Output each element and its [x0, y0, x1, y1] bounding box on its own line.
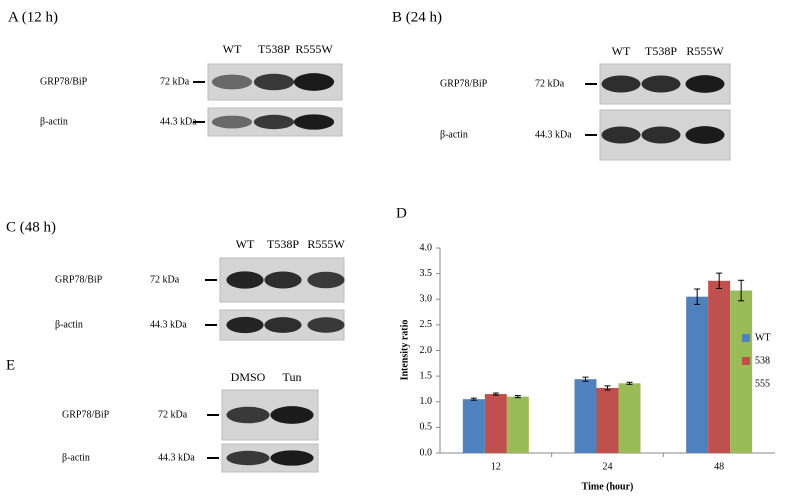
- bar: [730, 290, 753, 453]
- band: [211, 74, 253, 90]
- marker-label: 72 kDa: [535, 78, 565, 89]
- error-bar: [738, 279, 745, 302]
- protein-label: GRP78/BiP: [55, 274, 103, 285]
- error-bar: [492, 392, 499, 396]
- lane-label: R555W: [686, 44, 724, 58]
- protein-label: β-actin: [40, 116, 68, 127]
- legend-swatch: [742, 357, 750, 365]
- y-tick-label: 4.0: [420, 242, 433, 253]
- band: [293, 114, 335, 130]
- band: [293, 73, 335, 91]
- protein-label: β-actin: [55, 319, 83, 330]
- lane-label: WT: [236, 237, 255, 251]
- panel-label: E: [6, 357, 15, 373]
- legend-swatch: [742, 334, 750, 342]
- bar: [686, 296, 709, 453]
- marker-label: 44.3 kDa: [160, 116, 197, 127]
- x-axis-label: Time (hour): [582, 481, 634, 492]
- bar: [708, 280, 731, 453]
- band: [226, 316, 264, 334]
- marker-label: 72 kDa: [160, 76, 190, 87]
- legend-swatch: [742, 380, 750, 388]
- band: [307, 271, 345, 289]
- band: [270, 406, 314, 424]
- protein-label: β-actin: [62, 452, 90, 463]
- protein-label: β-actin: [440, 129, 468, 140]
- band: [226, 271, 264, 289]
- x-tick-label: 12: [491, 461, 501, 472]
- x-tick-label: 48: [714, 461, 724, 472]
- band: [307, 317, 345, 333]
- y-tick-label: 1.0: [420, 396, 433, 407]
- lane-label: WT: [223, 42, 242, 56]
- band: [685, 75, 725, 93]
- band: [641, 75, 681, 93]
- lane-label: T538P: [267, 237, 299, 251]
- lane-label: R555W: [307, 237, 345, 251]
- error-bar: [514, 395, 521, 399]
- legend-label: 555: [755, 378, 770, 389]
- marker-label: 44.3 kDa: [150, 319, 187, 330]
- bar: [484, 394, 507, 453]
- x-tick-label: 24: [603, 461, 613, 472]
- band: [253, 114, 295, 130]
- bar: [574, 379, 597, 453]
- lane-label: T538P: [258, 42, 290, 56]
- bar: [596, 387, 619, 453]
- protein-label: GRP78/BiP: [440, 78, 488, 89]
- panel-label: C (48 h): [6, 219, 56, 235]
- band: [270, 450, 314, 466]
- band: [211, 115, 253, 129]
- protein-label: GRP78/BiP: [40, 76, 88, 87]
- panel-label: D: [396, 205, 407, 221]
- bar: [462, 399, 485, 453]
- error-bar: [604, 385, 611, 391]
- y-tick-label: 0.5: [420, 422, 433, 433]
- band: [253, 73, 295, 91]
- lane-label: T538P: [645, 44, 677, 58]
- marker-label: 72 kDa: [150, 274, 180, 285]
- y-tick-label: 2.0: [420, 345, 433, 356]
- error-bar: [626, 381, 633, 385]
- band: [226, 406, 270, 424]
- panel-label: A (12 h): [8, 9, 58, 25]
- lane-label: R555W: [295, 42, 333, 56]
- error-bar: [470, 397, 477, 401]
- band: [264, 271, 302, 289]
- band: [264, 317, 302, 333]
- panel-label: B (24 h): [392, 9, 442, 25]
- band: [685, 126, 725, 144]
- legend-label: WT: [755, 332, 771, 343]
- bar: [506, 396, 529, 453]
- error-bar: [694, 288, 701, 305]
- y-tick-label: 1.5: [420, 370, 433, 381]
- y-axis-label: Intensity ratio: [399, 320, 410, 381]
- band: [601, 75, 641, 93]
- lane-label: Tun: [283, 370, 302, 384]
- lane-label: DMSO: [231, 370, 266, 384]
- band: [226, 450, 270, 466]
- error-bar: [582, 376, 589, 382]
- protein-label: GRP78/BiP: [62, 409, 110, 420]
- y-tick-label: 3.5: [420, 268, 433, 279]
- marker-label: 44.3 kDa: [158, 452, 195, 463]
- band: [601, 126, 641, 144]
- marker-label: 44.3 kDa: [535, 129, 572, 140]
- y-tick-label: 0.0: [420, 447, 433, 458]
- band: [641, 126, 681, 144]
- y-tick-label: 3.0: [420, 294, 433, 305]
- bar: [618, 383, 641, 453]
- marker-label: 72 kDa: [158, 409, 188, 420]
- y-tick-label: 2.5: [420, 319, 433, 330]
- legend-label: 538: [755, 355, 770, 366]
- error-bar: [716, 272, 723, 289]
- lane-label: WT: [612, 44, 631, 58]
